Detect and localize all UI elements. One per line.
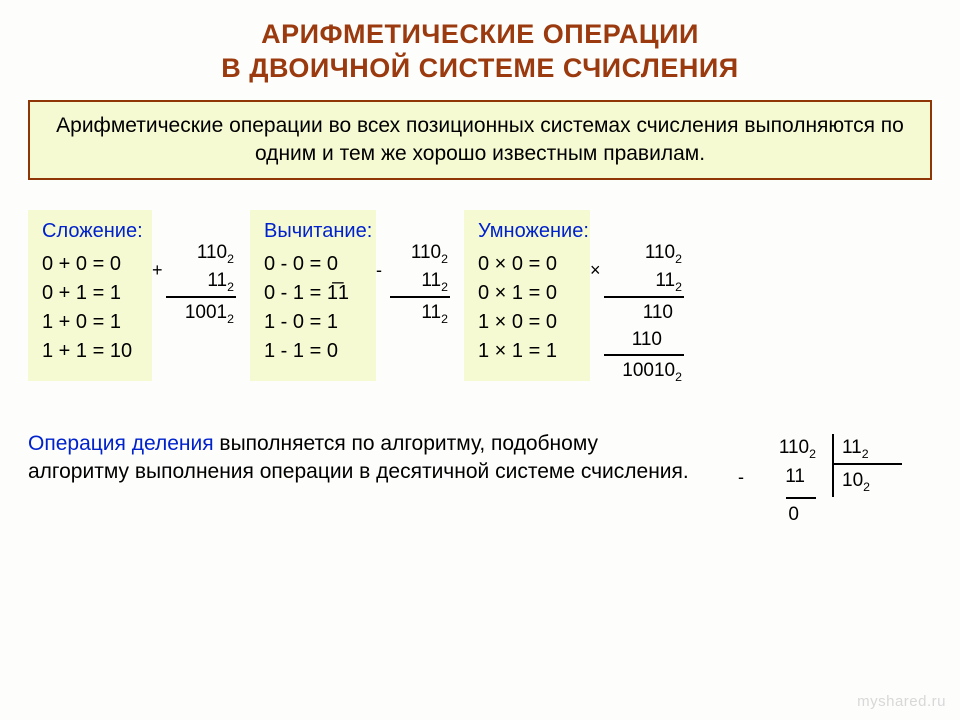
multiplication-example: × 1102 112 110 110 100102 (604, 240, 684, 385)
partial-1: 110 (604, 296, 684, 327)
quotient: 102 (832, 463, 902, 497)
multiplier: 112 (604, 268, 684, 296)
division-label: Операция деления (28, 432, 214, 455)
division-example: - 1102 112 11 102 0 (752, 434, 932, 529)
multiplication-rule: 0 × 1 = 0 (478, 282, 576, 305)
subtrahend: 112 (390, 268, 450, 296)
division-step: 11 (752, 463, 822, 497)
addition-rules: Сложение: 0 + 0 = 0 0 + 1 = 1 1 + 0 = 1 … (28, 210, 152, 381)
callout-text: Арифметические операции во всех позицион… (56, 114, 904, 165)
divisor: 112 (832, 434, 902, 464)
subtraction-rules: Вычитание: 0 - 0 = 0 0 - 1 = 1̅1 1 - 0 =… (250, 210, 376, 381)
addition-rule: 0 + 1 = 1 (42, 282, 138, 305)
title-line-1: АРИФМЕТИЧЕСКИЕ ОПЕРАЦИИ (261, 19, 699, 49)
subtraction-rule: 0 - 1 = 1̅1 (264, 282, 362, 305)
minuend: 1102 (390, 240, 450, 268)
addition-result: 10012 (166, 296, 236, 328)
title-line-2: В ДВОИЧНОЙ СИСТЕМЕ СЧИСЛЕНИЯ (221, 53, 738, 83)
division-text: Операция деления выполняется по алгоритм… (28, 430, 702, 487)
multiplication-rule: 0 × 0 = 0 (478, 253, 576, 276)
multiplicand: 1102 (604, 240, 684, 268)
addition-rule: 0 + 0 = 0 (42, 253, 138, 276)
addition-header: Сложение: (42, 220, 138, 243)
multiplication-rule: 1 × 0 = 0 (478, 311, 576, 334)
plus-sign: + (152, 258, 163, 283)
watermark: myshared.ru (857, 693, 946, 710)
subtraction-example: - 1102 112 112 (390, 240, 450, 328)
addition-example: + 1102 112 10012 (166, 240, 236, 328)
minus-sign: - (376, 258, 382, 283)
division-section: Операция деления выполняется по алгоритм… (28, 430, 932, 529)
subtraction-rule: 1 - 1 = 0 (264, 340, 362, 363)
division-minus-sign: - (738, 464, 744, 490)
multiplication-rules: Умножение: 0 × 0 = 0 0 × 1 = 0 1 × 0 = 0… (464, 210, 590, 381)
multiplication-header: Умножение: (478, 220, 576, 243)
addition-rule: 1 + 0 = 1 (42, 311, 138, 334)
multiplication-rule: 1 × 1 = 1 (478, 340, 576, 363)
subtraction-rule: 0 - 0 = 0 (264, 253, 362, 276)
callout-box: Арифметические операции во всех позицион… (28, 100, 932, 181)
addend-1: 1102 (166, 240, 236, 268)
page-title: АРИФМЕТИЧЕСКИЕ ОПЕРАЦИИ В ДВОИЧНОЙ СИСТЕ… (28, 18, 932, 86)
times-sign: × (590, 258, 601, 283)
dividend: 1102 (752, 434, 822, 464)
division-remainder: 0 (752, 497, 822, 529)
addition-rule: 1 + 1 = 10 (42, 340, 138, 363)
subtraction-rule: 1 - 0 = 1 (264, 311, 362, 334)
multiplication-result: 100102 (604, 354, 684, 386)
addend-2: 112 (166, 268, 236, 296)
subtraction-result: 112 (390, 296, 450, 328)
operations-row: Сложение: 0 + 0 = 0 0 + 1 = 1 1 + 0 = 1 … (28, 210, 932, 385)
subtraction-header: Вычитание: (264, 220, 362, 243)
partial-2: 110 (604, 327, 684, 354)
